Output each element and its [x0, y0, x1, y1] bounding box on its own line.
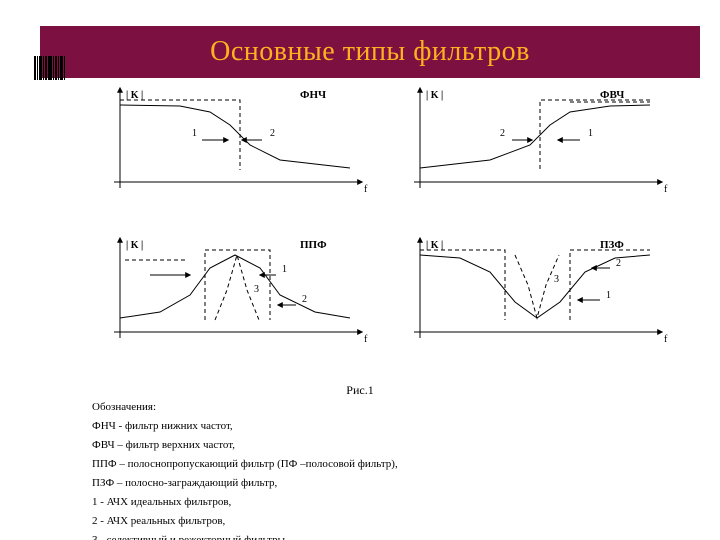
svg-text:| K |: | K | [126, 240, 143, 251]
svg-text:2: 2 [270, 128, 275, 139]
svg-text:2: 2 [302, 294, 307, 305]
page-title: Основные типы фильтров [210, 36, 530, 68]
svg-text:2: 2 [500, 128, 505, 139]
svg-text:1: 1 [588, 128, 593, 139]
svg-text:| K |: | K | [426, 90, 443, 101]
svg-text:1: 1 [606, 290, 611, 301]
legend-line: 3 - селективный и режекторный фильтры [92, 533, 652, 540]
svg-text:2: 2 [616, 258, 621, 269]
legend-header: Обозначения: [92, 400, 652, 416]
svg-text:ПЗФ: ПЗФ [600, 239, 624, 251]
legend-line: ПЗФ – полосно-заграждающий фильтр, [92, 476, 652, 492]
svg-text:f: f [364, 334, 368, 345]
legend-line: ФВЧ – фильтр верхних частот, [92, 438, 652, 454]
figure-caption: Рис.1 [346, 383, 373, 398]
svg-text:ФНЧ: ФНЧ [300, 89, 326, 101]
title-band: Основные типы фильтров [40, 26, 700, 78]
svg-text:| K |: | K | [426, 240, 443, 251]
legend-line: 2 - АЧХ реальных фильтров, [92, 514, 652, 530]
svg-text:| K |: | K | [126, 90, 143, 101]
legend-line: ФНЧ - фильтр нижних частот, [92, 419, 652, 435]
legend-line: ППФ – полоснопропускающий фильтр (ПФ –по… [92, 457, 652, 473]
svg-text:3: 3 [554, 274, 559, 285]
legend-line: 1 - АЧХ идеальных фильтров, [92, 495, 652, 511]
svg-text:ППФ: ППФ [300, 239, 327, 251]
svg-text:ФВЧ: ФВЧ [600, 89, 624, 101]
filter-diagrams: | K | f ФНЧ 1 2 | K | f ФВЧ 2 1 | K | f ППФ 1 2 3 | K | f… [90, 82, 690, 382]
barcode-deco [34, 56, 68, 80]
svg-text:f: f [664, 184, 668, 195]
svg-text:f: f [664, 334, 668, 345]
svg-text:1: 1 [282, 264, 287, 275]
svg-text:1: 1 [192, 128, 197, 139]
svg-text:3: 3 [254, 284, 259, 295]
svg-text:f: f [364, 184, 368, 195]
legend-block: Обозначения: ФНЧ - фильтр нижних частот,… [92, 400, 652, 540]
